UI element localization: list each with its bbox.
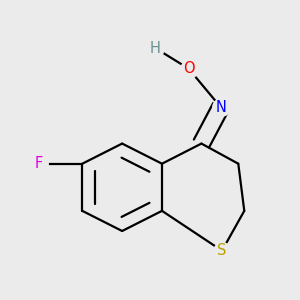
Text: O: O (183, 61, 194, 76)
Text: F: F (34, 156, 43, 171)
Text: N: N (215, 100, 226, 115)
Text: S: S (217, 243, 227, 258)
Text: H: H (150, 40, 160, 56)
